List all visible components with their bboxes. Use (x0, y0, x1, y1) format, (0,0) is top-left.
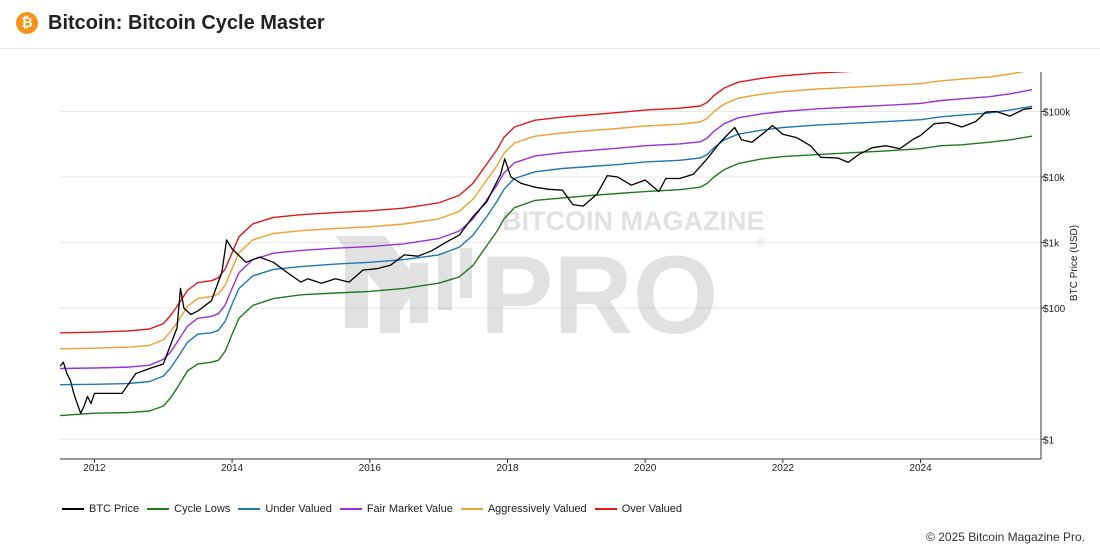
legend-item[interactable]: Fair Market Value (339, 503, 453, 515)
legend-label: Fair Market Value (366, 503, 453, 515)
header-bar: ₿ Bitcoin: Bitcoin Cycle Master (0, 0, 1100, 49)
cycle-master-chart[interactable]: BITCOIN MAGAZINE PRO ® $1 $100 $1k $10k $100… (0, 48, 1100, 478)
y-tick-label: $1k (1043, 239, 1060, 250)
x-tick-label: 2012 (83, 463, 106, 474)
series-line-aggressively-valued (60, 72, 1025, 350)
axes: $1 $100 $1k $10k $100k 2012 2014 2016 2018 2020 20… (60, 72, 1080, 474)
legend-label: Aggressively Valued (487, 503, 587, 515)
y-tick-label: $100 (1043, 304, 1066, 315)
x-tick-label: 2018 (496, 463, 519, 474)
legend-label: Under Valued (265, 503, 332, 515)
x-tick-label: 2016 (359, 463, 382, 474)
legend-swatch (460, 508, 483, 510)
legend-item[interactable]: Under Valued (238, 503, 332, 515)
copyright-footer: © 2025 Bitcoin Magazine Pro. (926, 530, 1085, 544)
y-tick-label: $10k (1043, 173, 1066, 184)
legend-label: Cycle Lows (174, 503, 231, 515)
x-tick-label: 2022 (772, 463, 795, 474)
y-axis-title: BTC Price (USD) (1069, 225, 1080, 301)
watermark-stripes-icon (335, 236, 472, 333)
legend-swatch (147, 508, 170, 510)
watermark-brand: BITCOIN MAGAZINE (502, 206, 765, 236)
watermark-pro: PRO (480, 234, 718, 357)
x-tick-label: 2020 (634, 463, 657, 474)
series-line-cycle-lows (60, 135, 1033, 417)
legend-label: Over Valued (621, 503, 683, 515)
legend-swatch (62, 508, 84, 510)
legend-item[interactable]: Aggressively Valued (460, 503, 587, 515)
series-line-over-valued (60, 72, 852, 334)
chart-legend: BTC Price Cycle Lows Under Valued Fair Mark… (62, 500, 690, 518)
series-line-under-valued (60, 105, 1033, 386)
watermark-registered: ® (755, 235, 767, 249)
x-tick-label: 2014 (221, 463, 244, 474)
series-lines (60, 72, 1033, 417)
watermark: BITCOIN MAGAZINE PRO ® (335, 206, 767, 357)
legend-item[interactable]: Cycle Lows (147, 503, 230, 515)
series-line-btc-price (60, 107, 1033, 414)
page-title: Bitcoin: Bitcoin Cycle Master (48, 12, 325, 34)
bitcoin-icon: ₿ (16, 12, 38, 34)
legend-swatch (238, 508, 261, 510)
series-line-fair-market-value (60, 89, 1033, 370)
y-tick-label: $1 (1043, 435, 1055, 446)
legend-item[interactable]: BTC Price (62, 503, 139, 515)
x-tick-label: 2024 (909, 463, 932, 474)
y-tick-label: $100k (1043, 107, 1071, 118)
legend-item[interactable]: Over Valued (594, 503, 683, 515)
legend-swatch (594, 508, 617, 510)
legend-label: BTC Price (89, 503, 140, 515)
legend-swatch (339, 508, 362, 510)
